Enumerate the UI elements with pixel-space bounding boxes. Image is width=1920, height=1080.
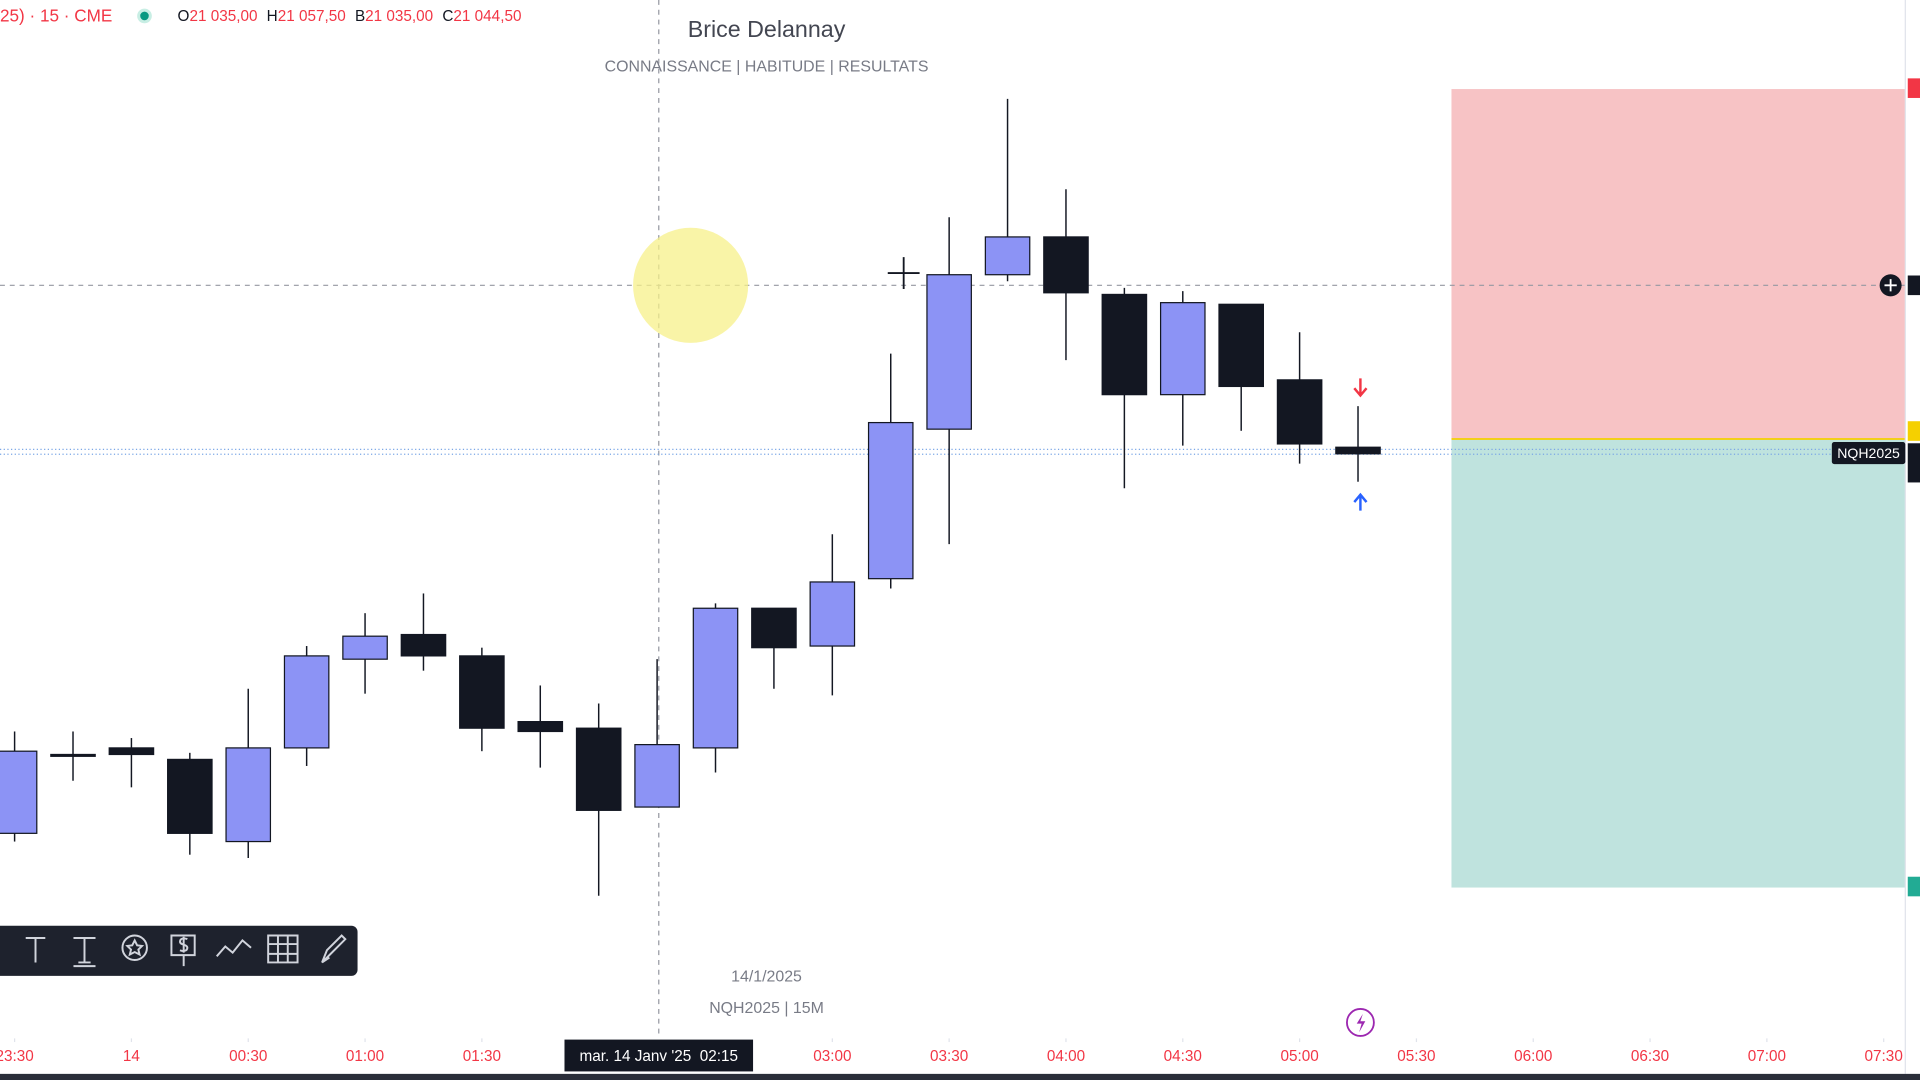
watermark-date: 14/1/2025 [731, 968, 802, 985]
ohlc-value: 21 044,50 [453, 8, 521, 25]
candle-body [634, 744, 680, 808]
x-tick-label: 03:00 [813, 1048, 851, 1065]
dollar-icon [179, 936, 189, 953]
candle-body [50, 753, 96, 757]
arrow-down [1353, 378, 1368, 398]
add-icon [1884, 279, 1897, 292]
ohlc-value: 21 035,00 [365, 8, 433, 25]
crosshair-time-tag [564, 1039, 754, 1072]
separator: | [830, 59, 834, 76]
subtitle-item: HABITUDE [745, 59, 825, 76]
drawing-toolbar [0, 925, 358, 976]
candle-body [1276, 379, 1323, 445]
price-note-tool[interactable] [170, 934, 196, 967]
stop-tag [1907, 78, 1920, 98]
ohlc-label: O [178, 8, 190, 25]
stop-zone [1451, 89, 1906, 440]
time-axis: 23:30 14 00:30 01:00 01:30 03:00 03:30 04:00 04:… [0, 1038, 1903, 1065]
ohlc-label: H [267, 8, 278, 25]
candle-body [1218, 303, 1265, 388]
cursor-highlight [633, 227, 749, 343]
x-tick-label: 05:30 [1397, 1048, 1435, 1065]
symbol-tag: NQH2025 [1837, 445, 1900, 461]
candle-body [0, 750, 38, 834]
position-zones [1451, 89, 1906, 888]
x-tick-label: 03:30 [930, 1048, 968, 1065]
subtitle: CONNAISSANCE | HABITUDE | RESULTATS [605, 59, 929, 76]
candle-body [984, 236, 1031, 276]
candle-body [575, 727, 622, 811]
x-tick-label: 01:00 [346, 1048, 384, 1065]
candle-body [1043, 236, 1089, 294]
cursor-cross [887, 257, 920, 289]
last-price-tag [1907, 443, 1920, 483]
price-axis [1905, 0, 1920, 1074]
candle-body [283, 655, 330, 749]
candle-body [400, 633, 447, 657]
title: Brice Delannay [688, 16, 846, 42]
x-tick-label: 23:30 [0, 1048, 34, 1065]
x-tick-label: 14 [123, 1048, 141, 1065]
symbol-tag-bg [1831, 442, 1906, 465]
x-tick-label: 06:30 [1631, 1048, 1669, 1065]
subtitle-item: RESULTATS [838, 59, 928, 76]
toolbar-icons [25, 934, 347, 968]
target-tag [1907, 876, 1920, 897]
ohlc-value: 21 057,50 [278, 8, 346, 25]
candle-body [751, 607, 797, 649]
replay-button[interactable] [1346, 1008, 1375, 1037]
candle-body [108, 747, 155, 756]
candle-body [517, 721, 564, 733]
x-tick-label: 00:30 [229, 1048, 267, 1065]
status-dot [140, 11, 149, 21]
note-tool[interactable] [121, 934, 148, 961]
ohlc: O21 035,00 H21 057,50 B21 035,00 C21 044… [178, 8, 522, 25]
subtitle-item: CONNAISSANCE [605, 59, 732, 76]
watermark-symbol: NQH2025 | 15M [709, 1000, 824, 1017]
candles [0, 98, 1381, 896]
candle-body [809, 581, 856, 647]
grid-tool[interactable] [267, 934, 299, 964]
candle-body [459, 655, 505, 729]
candle-body [692, 607, 739, 749]
candle-body [225, 747, 272, 843]
x-tick-label: 04:30 [1164, 1048, 1202, 1065]
x-tick-label: 01:30 [463, 1048, 501, 1065]
bottom-bar [0, 1073, 1920, 1080]
candle-body [1335, 446, 1381, 455]
lightning-icon [1356, 1013, 1366, 1033]
crosshair-price-tag [1907, 275, 1920, 296]
ohlc-label: B [355, 8, 365, 25]
arrow-up [1353, 492, 1368, 511]
x-tick-label: 07:00 [1748, 1048, 1786, 1065]
entry-tag [1907, 421, 1920, 441]
x-tick-label: 07:30 [1865, 1048, 1903, 1065]
symbol: 25) · 15 · CME [0, 6, 112, 26]
x-tick-label: 06:00 [1514, 1048, 1552, 1065]
brush-tool[interactable] [321, 934, 347, 964]
anchored-text-tool[interactable] [73, 936, 96, 968]
text-tool[interactable] [25, 936, 46, 963]
ohlc-label: C [442, 8, 453, 25]
candle-body [926, 274, 972, 430]
x-tick-label: 05:00 [1280, 1048, 1318, 1065]
candle-body [342, 635, 388, 660]
note-icon [125, 938, 145, 957]
separator: | [736, 59, 740, 76]
candle-body [167, 758, 213, 834]
x-tick-label: 04:00 [1047, 1048, 1085, 1065]
ohlc-value: 21 035,00 [189, 8, 257, 25]
candle-body [1101, 293, 1148, 396]
candle-body [867, 421, 914, 580]
path-tool[interactable] [215, 939, 252, 957]
target-zone [1451, 439, 1906, 888]
candle-body [1159, 302, 1206, 396]
crosshair-time: mar. 14 Janv '25 02:15 [580, 1048, 739, 1065]
